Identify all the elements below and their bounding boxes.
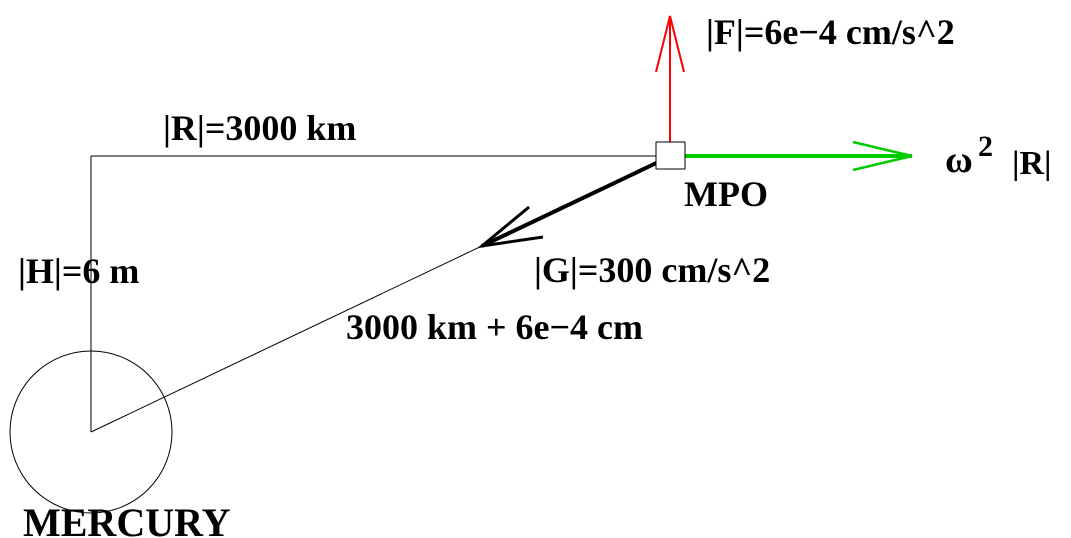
- mpo-box: [655, 141, 686, 170]
- centrifugal-arrow: [678, 140, 913, 172]
- radius-label: |R|=3000 km: [163, 108, 356, 148]
- mercury-label: MERCURY: [23, 500, 231, 538]
- omega-label: ω 2 |R|: [945, 130, 1052, 182]
- gravity-arrow: [476, 154, 672, 249]
- omega-exponent: 2: [978, 130, 993, 163]
- omega-radius: |R|: [1012, 145, 1052, 182]
- omega-symbol: ω: [945, 139, 973, 181]
- gravity-label: |G|=300 cm/s^2: [534, 250, 770, 290]
- force-label: |F|=6e−4 cm/s^2: [706, 12, 955, 52]
- distance-label: 3000 km + 6e−4 cm: [346, 307, 643, 347]
- force-arrow: [655, 15, 685, 149]
- mpo-label: MPO: [684, 174, 768, 214]
- height-label: |H|=6 m: [18, 251, 139, 291]
